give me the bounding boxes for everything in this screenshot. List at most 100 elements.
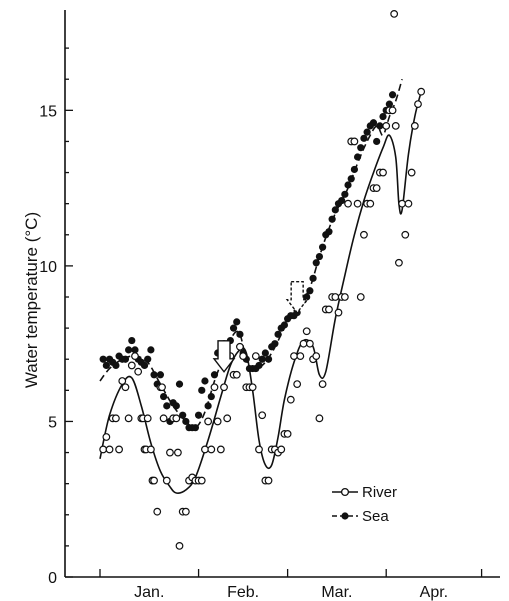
river-point (398, 199, 407, 208)
sea-point (373, 137, 381, 146)
sea-point (147, 346, 155, 354)
river-point (150, 476, 158, 485)
sea-point (328, 215, 336, 223)
river-point (248, 383, 257, 392)
sea-point (264, 355, 273, 363)
sea-point (376, 122, 384, 130)
river-point (102, 433, 111, 441)
axes: 0 5 10 15 Jan. Feb. Mar. Apr. (39, 10, 500, 601)
river-point (175, 541, 184, 550)
river-point (379, 168, 387, 177)
sea-point (194, 411, 203, 419)
river-point (197, 476, 206, 485)
river-point (334, 308, 343, 317)
x-tick-label: Apr. (420, 584, 448, 601)
river-point (124, 414, 133, 423)
sea-point (344, 181, 352, 189)
river-point (293, 380, 302, 389)
sea-point (350, 165, 358, 174)
sea-point (312, 259, 320, 267)
river-point (296, 352, 305, 361)
river-point (255, 445, 263, 454)
river-point (174, 448, 182, 457)
y-axis-label: Water temperature (°C) (22, 212, 41, 388)
river-point (146, 445, 155, 454)
sea-point (303, 293, 311, 301)
sea-point (325, 228, 333, 236)
x-tick-label: Jan. (134, 584, 164, 601)
sea-point (140, 361, 149, 370)
sea-point (131, 346, 139, 354)
sea-point (357, 144, 365, 152)
river-point (404, 199, 413, 208)
sea-point (163, 402, 171, 410)
sea-point (233, 318, 241, 326)
sea-point (128, 336, 136, 345)
legend-river-label: River (362, 484, 397, 501)
river-point (159, 414, 168, 423)
sea-point (144, 355, 152, 363)
legend: River Sea (332, 484, 397, 525)
river-point (220, 383, 228, 392)
sea-point (179, 411, 187, 419)
x-tick-label: Feb. (227, 584, 259, 601)
river-point (417, 87, 426, 96)
data-points (99, 9, 426, 550)
sea-point (360, 134, 368, 142)
river-point (232, 370, 241, 379)
river-point (391, 121, 400, 130)
river-point (286, 395, 295, 404)
sea-point (388, 91, 397, 99)
sea-point (347, 175, 355, 183)
river-point (414, 100, 422, 109)
river-point (401, 230, 410, 239)
y-tick-label: 0 (48, 570, 57, 587)
sea-point (306, 287, 314, 295)
river-point (331, 293, 340, 301)
sea-point (102, 361, 110, 370)
river-point (131, 352, 139, 361)
river-point (325, 305, 333, 314)
river-point (390, 9, 399, 18)
river-point (312, 352, 321, 361)
river-point (388, 106, 397, 115)
sea-point (198, 386, 206, 394)
sea-point (274, 330, 282, 338)
sea-point (207, 392, 215, 401)
river-point (299, 339, 308, 348)
sea-point (99, 355, 107, 363)
river-point (407, 168, 416, 177)
legend-sea-marker (341, 512, 349, 520)
river-point (360, 230, 368, 239)
sea-point (255, 361, 263, 370)
sea-point (363, 128, 371, 136)
river-point (127, 361, 136, 370)
solid-arrow-marker (212, 340, 236, 373)
sea-point (369, 119, 378, 127)
y-tick-label: 5 (48, 414, 57, 431)
sea-point (271, 340, 279, 348)
x-tick-label: Mar. (321, 584, 352, 601)
river-point (372, 184, 381, 193)
river-point (410, 121, 419, 130)
river-point (366, 199, 375, 208)
river-point (305, 339, 314, 348)
sea-point (258, 355, 266, 363)
sea-point (379, 112, 387, 121)
river-point (302, 327, 311, 336)
legend-river-marker (340, 487, 350, 497)
y-tick-label: 15 (39, 103, 57, 120)
sea-point (319, 243, 327, 251)
sea-point (191, 424, 199, 432)
sea-point (112, 361, 120, 370)
sea-point (150, 371, 158, 379)
river-point (204, 417, 213, 426)
river-point (99, 445, 108, 454)
river-point (166, 448, 174, 457)
river-point (264, 476, 273, 485)
sea-point (172, 402, 180, 410)
river-point (143, 414, 152, 423)
river-point (111, 414, 120, 423)
river-point (258, 411, 267, 420)
